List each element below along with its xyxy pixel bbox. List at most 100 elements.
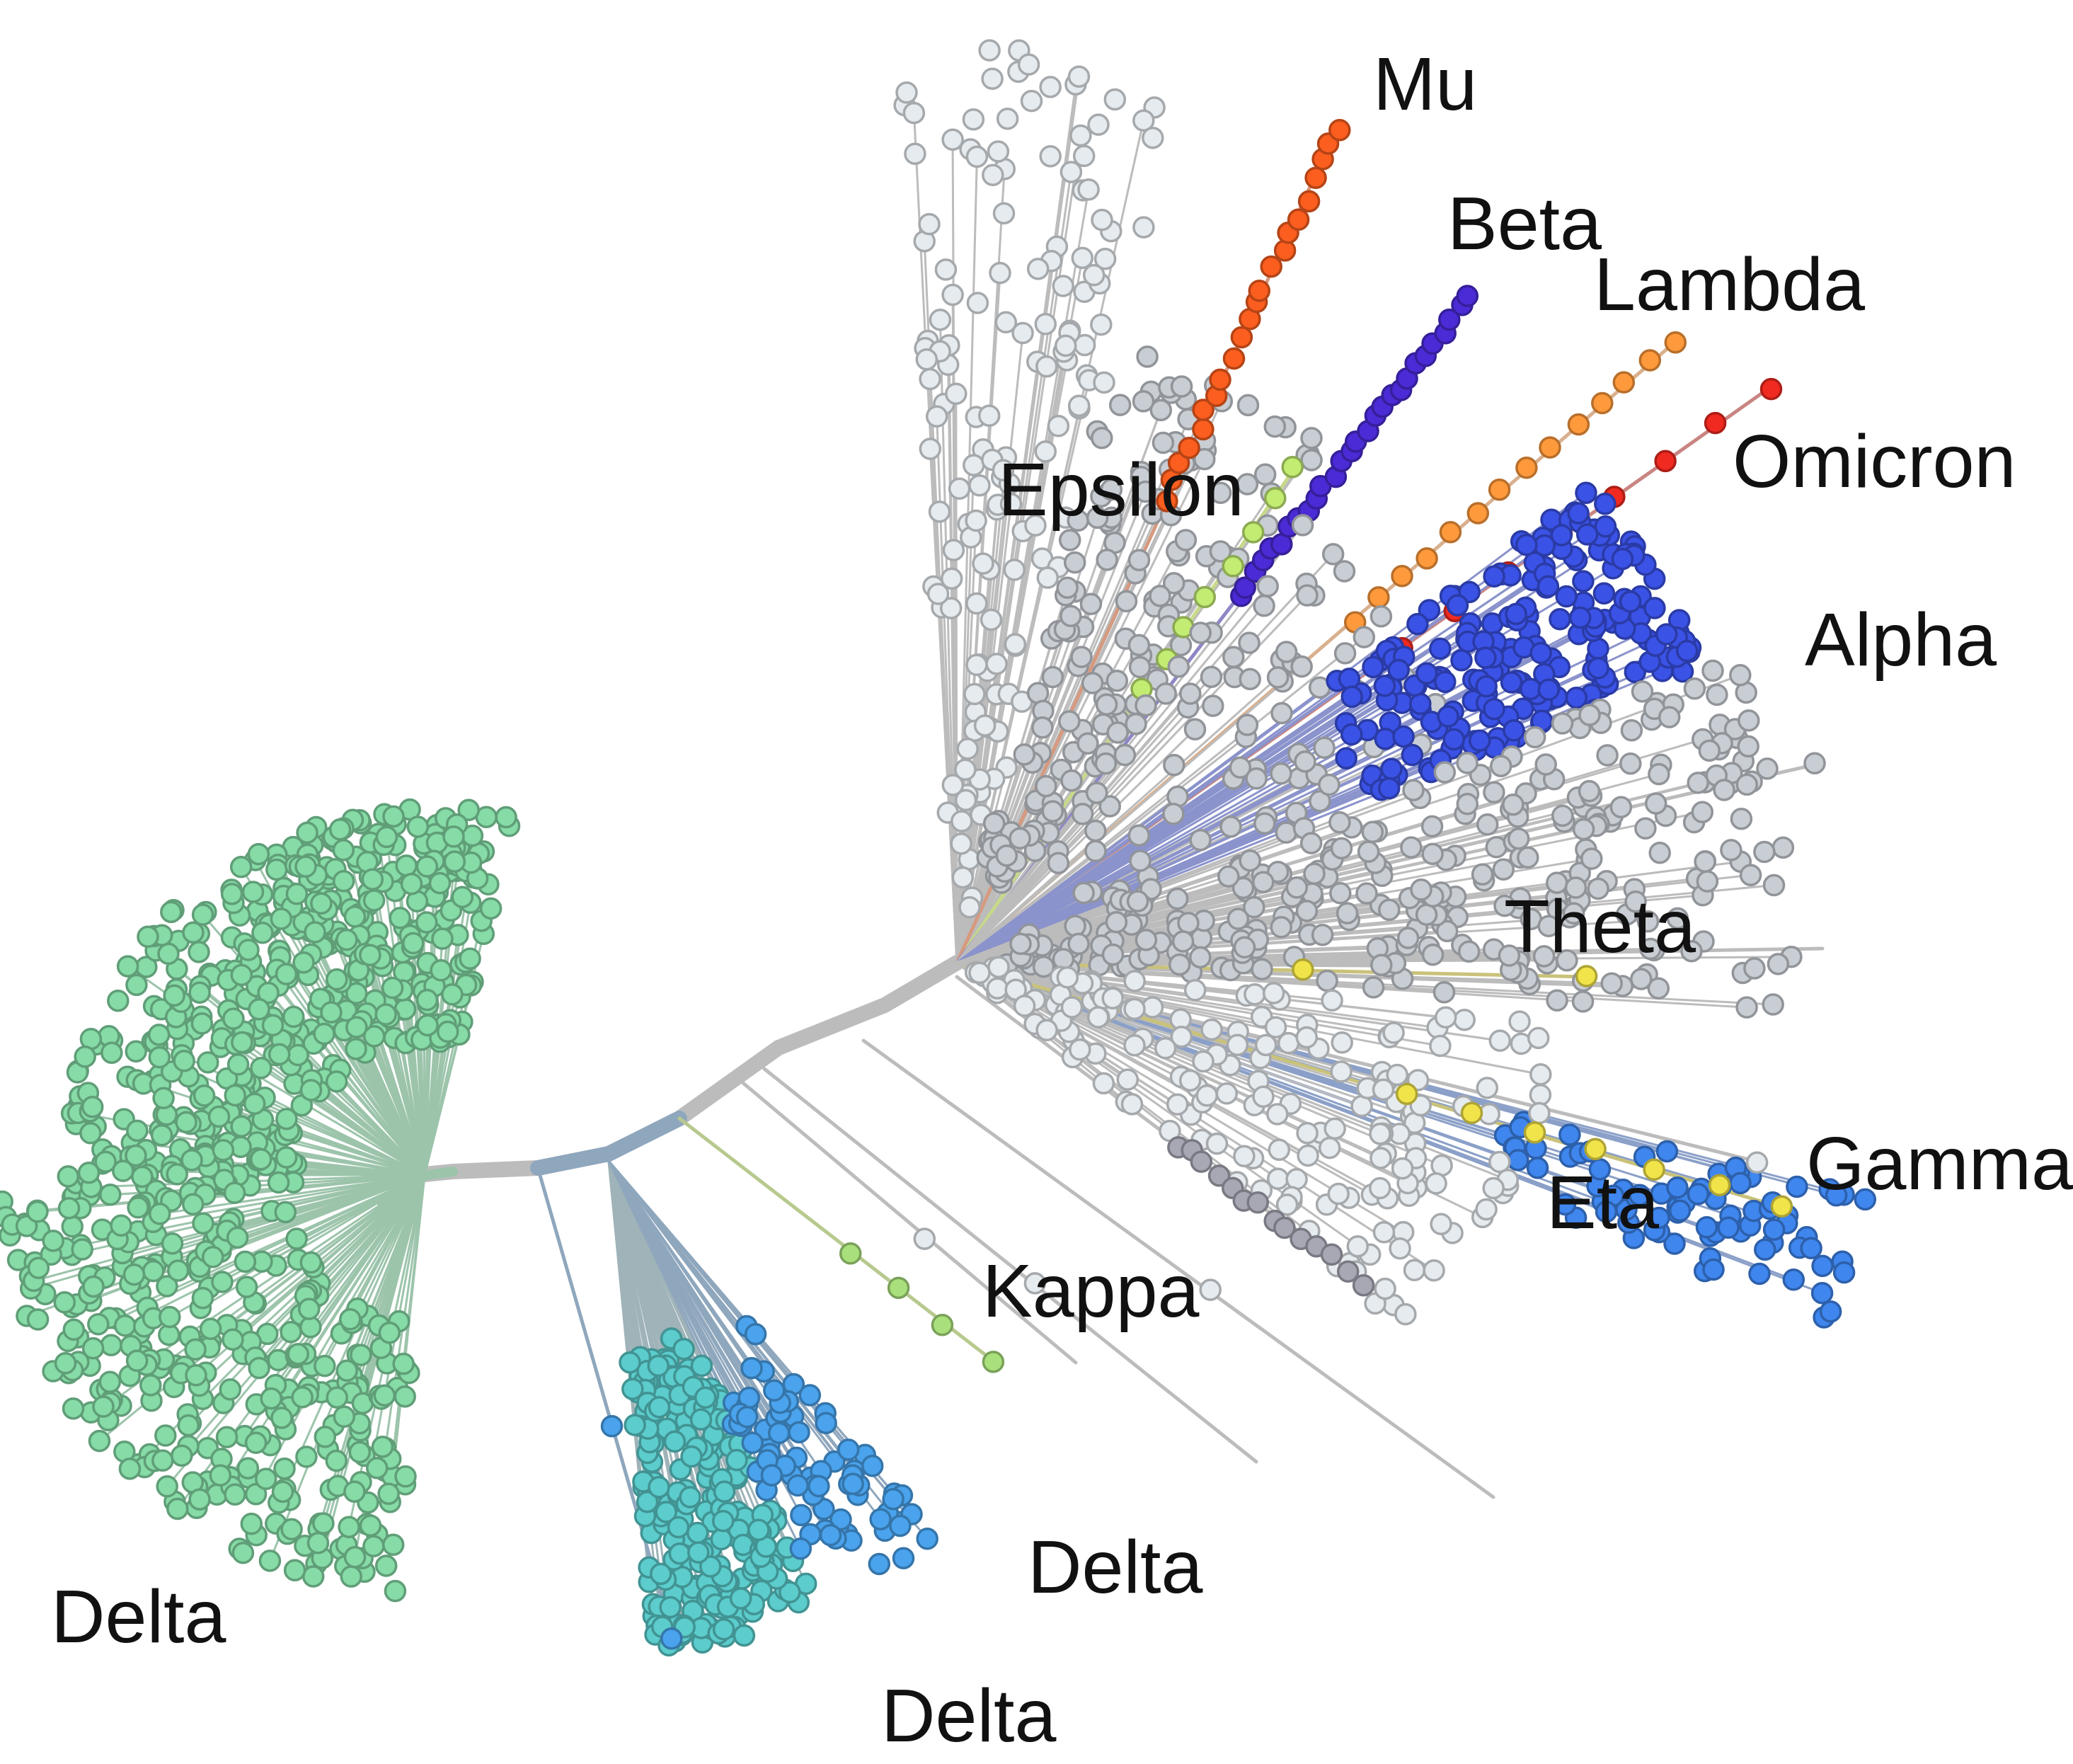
grey-mid-leaf <box>1125 712 1147 735</box>
grey-mid-leaf <box>1762 993 1784 1016</box>
grey-mid-leaf <box>1127 549 1151 571</box>
grey-light-leaf <box>915 348 938 371</box>
grey-mid-leaf <box>1432 981 1456 1004</box>
grey-light-leaf <box>941 774 965 796</box>
delta-green-leaf <box>395 854 418 877</box>
grey-light-leaf <box>1488 1029 1512 1052</box>
grey-light-leaf <box>1069 1038 1091 1061</box>
grey-light-leaf <box>940 567 963 590</box>
alpha-leaf <box>1572 570 1595 592</box>
delta-green-leaf <box>416 1014 439 1037</box>
gamma-leaf <box>1666 1176 1689 1199</box>
grey-mid-leaf <box>1239 668 1261 691</box>
delta-green-leaf <box>415 988 439 1012</box>
delta-green-leaf <box>457 798 480 822</box>
gamma-leaf <box>1819 1300 1842 1323</box>
grey-mid-leaf <box>1085 781 1108 804</box>
delta-blue-leaf <box>600 1415 624 1438</box>
delta-green-leaf <box>110 1214 132 1237</box>
delta-green-leaf <box>166 1259 190 1282</box>
grey-mid-leaf <box>1313 736 1336 760</box>
grey-light-leaf <box>1318 1136 1341 1159</box>
delta-green-leaf <box>222 1007 245 1030</box>
grey-light-leaf <box>1052 275 1074 297</box>
delta-green-leaf <box>112 1159 134 1182</box>
alpha-leaf <box>1587 657 1609 680</box>
delta-green-leaf <box>274 1201 297 1224</box>
delta-teal-leaf <box>733 1624 756 1647</box>
epsilon-leaf <box>1241 521 1265 544</box>
grey-light-leaf <box>963 682 986 706</box>
delta-green-leaf <box>350 1344 372 1366</box>
grey-mid-leaf <box>1129 849 1152 872</box>
grey-light-leaf <box>972 552 994 575</box>
grey-mid-leaf <box>1270 701 1293 725</box>
lambda-leaf <box>1466 502 1490 525</box>
label-lambda: Lambda <box>1594 243 1865 326</box>
grey-mid-leaf <box>1217 865 1240 888</box>
grey-light-leaf <box>1391 1157 1414 1180</box>
grey-mid-leaf <box>1291 514 1314 537</box>
grey-mid-leaf <box>1457 940 1481 963</box>
alpha-branch <box>955 491 1587 964</box>
alpha-leaf <box>1655 623 1678 646</box>
delta-green-leaf <box>61 1215 84 1238</box>
delta-green-branch <box>124 1174 426 1327</box>
gamma-leaf <box>1762 1218 1786 1241</box>
delta-green-leaf <box>188 981 211 1004</box>
alpha-leaf <box>1505 602 1527 626</box>
alpha-leaf <box>1500 671 1523 694</box>
grey-mid-leaf <box>1285 876 1309 899</box>
grey-mid-leaf <box>1687 772 1709 794</box>
delta-green-leaf <box>219 1378 242 1401</box>
delta-teal-leaf <box>621 1378 644 1400</box>
grey-mid-leaf <box>1596 744 1619 767</box>
grey-mid-leaf <box>1098 795 1121 818</box>
grey-light-leaf <box>934 258 958 281</box>
grey-light-leaf <box>1024 514 1047 537</box>
beta-leaf <box>1456 285 1479 307</box>
grey-mid-leaf <box>1171 930 1195 953</box>
grey-mid-leaf <box>1648 841 1671 864</box>
grey-mid-leaf <box>1735 773 1759 796</box>
delta-green-leaf <box>122 1263 146 1286</box>
alpha-leaf <box>1380 757 1403 780</box>
grey-dark-leaf <box>1246 1191 1269 1214</box>
grey-mid-leaf <box>1330 837 1353 860</box>
delta-green-leaf <box>320 1001 343 1024</box>
grey-mid-leaf <box>1630 968 1653 990</box>
alpha-leaf <box>1418 599 1441 622</box>
grey-mid-leaf <box>1193 447 1216 471</box>
grey-light-leaf <box>1123 997 1146 1021</box>
alpha-leaf <box>1338 668 1361 690</box>
gamma-leaf <box>1588 1158 1612 1181</box>
grey-mid-leaf <box>1174 529 1198 551</box>
grey-mid-branch <box>955 676 1280 964</box>
delta-green-leaf <box>249 1147 272 1171</box>
grey-mid-leaf <box>1189 622 1212 644</box>
grey-light-leaf <box>1067 65 1091 88</box>
grey-light-leaf <box>926 583 950 605</box>
grey-mid-leaf <box>1095 693 1118 716</box>
grey-mid-leaf <box>1771 836 1795 859</box>
grey-mid-leaf <box>1534 753 1557 776</box>
delta-green-leaf <box>270 1407 293 1429</box>
epsilon-leaf <box>1264 487 1287 510</box>
delta-teal-leaf <box>680 1445 703 1468</box>
delta-green-leaf <box>273 1457 296 1480</box>
grey-light-leaf <box>987 140 1010 163</box>
grey-light-leaf <box>1034 440 1057 463</box>
kappa-leaf <box>887 1276 910 1300</box>
delta-green-leaf <box>99 1183 122 1206</box>
delta-green-leaf <box>27 1256 50 1279</box>
grey-light-leaf <box>1374 1277 1396 1300</box>
delta-teal-leaf <box>690 1354 713 1378</box>
label-alpha: Alpha <box>1805 598 1997 682</box>
grey-mid-leaf <box>1209 481 1232 504</box>
delta-green-leaf <box>285 1227 308 1250</box>
delta-green-leaf <box>94 1150 117 1173</box>
grey-light-leaf <box>1369 1147 1392 1169</box>
grey-light-leaf <box>1527 1026 1550 1050</box>
gamma-leaf <box>1748 1262 1771 1285</box>
grey-light-leaf <box>1132 216 1155 239</box>
